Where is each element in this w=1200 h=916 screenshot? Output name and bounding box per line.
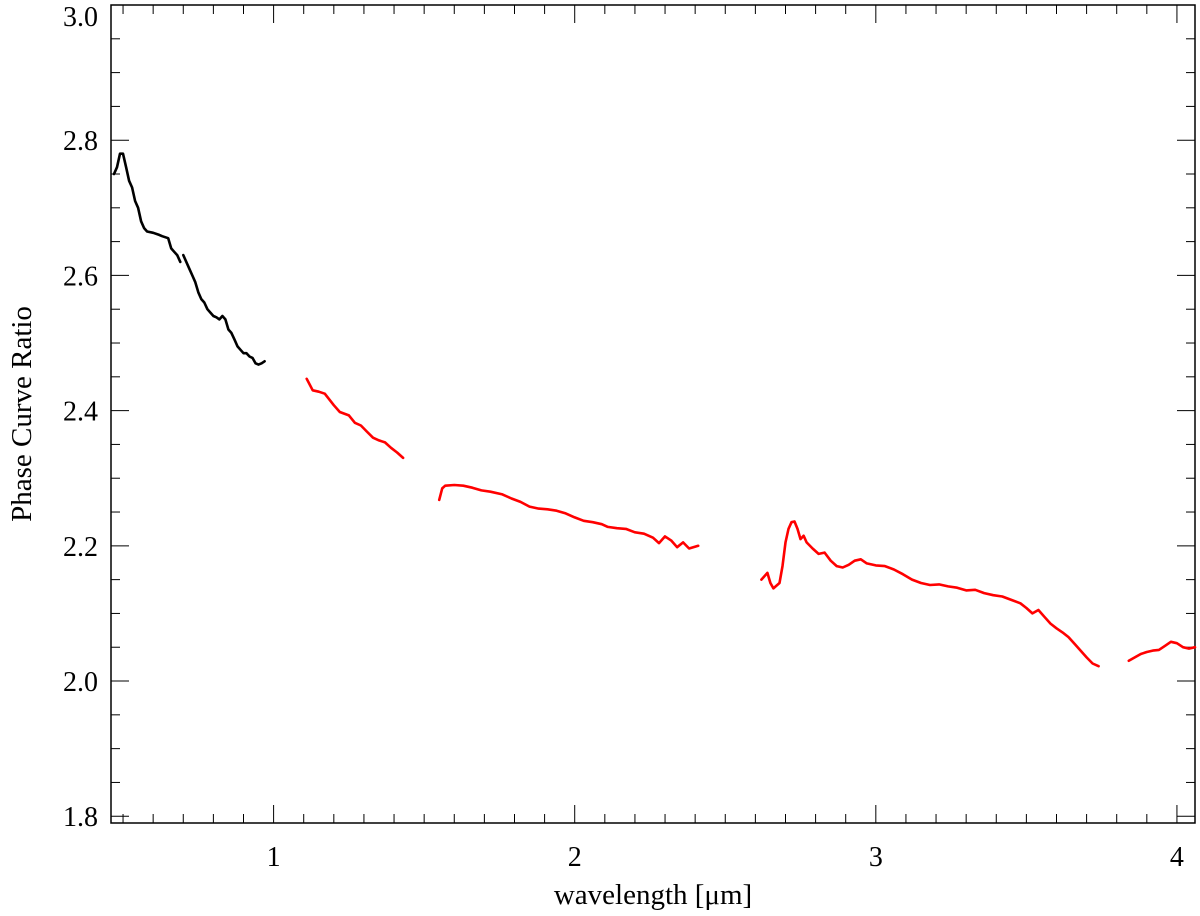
y-tick-label: 1.8 [63,802,98,833]
x-tick-label: 2 [568,842,582,873]
x-tick-label: 1 [267,842,281,873]
series-1-line [305,377,405,460]
data-series [112,152,1197,668]
series-0-line [182,253,266,366]
axis-ticks [111,4,1195,823]
plot-frame [110,4,1196,824]
y-tick-label: 3.0 [63,2,98,33]
y-tick-label: 2.2 [63,532,98,563]
y-tick-label: 2.4 [63,397,98,428]
series-1-line [437,483,700,550]
y-tick-label: 2.6 [63,261,98,292]
x-axis-title: wavelength [μm] [554,879,752,911]
series-1-line [1127,640,1197,663]
y-tick-label: 2.0 [63,667,98,698]
series-1-line [760,520,1100,668]
x-tick-label: 4 [1170,842,1184,873]
y-tick-label: 2.8 [63,126,98,157]
tick-labels: 1 2 3 4 1.8 2.0 2.2 2.4 2.6 2.8 3.0 [63,2,1184,873]
series-0-line [112,152,182,264]
x-tick-label: 3 [869,842,883,873]
y-axis-title: Phase Curve Ratio [6,306,38,522]
